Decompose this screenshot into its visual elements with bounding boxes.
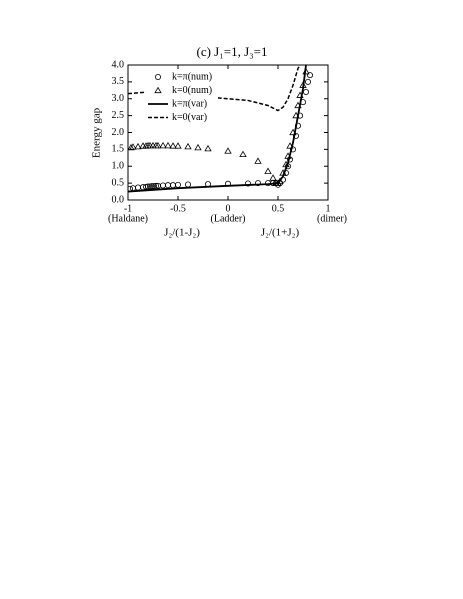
y-tick-label: 2.0 xyxy=(112,127,125,138)
data-point xyxy=(224,147,232,154)
plot-frame xyxy=(127,64,329,201)
data-point xyxy=(154,141,162,149)
x-tick-label: -1 xyxy=(124,203,132,214)
y-tick-label: 3.0 xyxy=(112,93,125,104)
data-point xyxy=(169,182,176,189)
y-axis-label: Energy gap xyxy=(91,107,103,158)
data-point xyxy=(134,142,142,150)
y-tick-label: 3.5 xyxy=(112,76,125,87)
data-point xyxy=(184,181,191,188)
data-point xyxy=(146,183,153,190)
y-tick-label: 0.5 xyxy=(112,177,125,188)
legend-label: k=0(num) xyxy=(172,85,212,96)
y-tick-label: 1.5 xyxy=(112,144,125,155)
x-tick-label: 1 xyxy=(326,203,331,214)
legend-label: k=π(var) xyxy=(172,98,207,109)
legend-label: k=0(var) xyxy=(172,112,207,123)
data-point xyxy=(134,184,141,191)
x-tick-label: -0.5 xyxy=(170,203,186,214)
data-point xyxy=(304,78,311,85)
legend-marker xyxy=(154,74,161,81)
data-point xyxy=(129,143,137,150)
data-point xyxy=(128,143,135,151)
x-tick-label: 0 xyxy=(226,203,231,214)
data-point xyxy=(302,89,309,96)
y-tick-label: 0.0 xyxy=(112,194,125,205)
data-point xyxy=(254,180,261,187)
x-tick-label: 0.5 xyxy=(272,203,285,214)
y-tick-label: 1.0 xyxy=(112,161,125,172)
data-point xyxy=(269,174,277,181)
data-point xyxy=(129,185,136,192)
data-point xyxy=(264,167,272,174)
y-tick-label: 4.0 xyxy=(112,59,125,70)
data-point xyxy=(254,157,262,164)
data-point xyxy=(184,142,192,150)
chart-title: (c) J₁=1, J₃=1 xyxy=(196,44,267,59)
data-point xyxy=(152,182,159,189)
line-series xyxy=(128,65,307,193)
data-point xyxy=(159,141,167,149)
data-point xyxy=(150,183,157,190)
x-annotation: (Ladder) xyxy=(211,213,246,224)
data-point xyxy=(174,181,181,188)
data-point xyxy=(244,180,251,187)
data-point xyxy=(174,142,182,149)
data-point xyxy=(164,141,172,149)
data-point xyxy=(144,183,151,190)
data-point xyxy=(289,146,296,153)
data-point xyxy=(169,142,177,149)
y-tick-label: 2.5 xyxy=(112,110,125,121)
x-annotation: (dimer) xyxy=(317,213,347,224)
x-axis-label: J₂/(1-J₂) xyxy=(164,227,200,239)
x-axis-label: J₂/(1+J₂) xyxy=(261,227,300,239)
x-annotation: (Haldane) xyxy=(108,213,148,224)
data-point xyxy=(306,72,313,79)
legend: k=π(num) k=0(num) k=π(var) k=0(var) xyxy=(146,70,218,126)
data-point xyxy=(194,143,202,151)
data-point xyxy=(142,183,149,190)
data-point xyxy=(164,182,171,189)
data-point xyxy=(204,144,212,152)
data-point xyxy=(148,183,155,190)
legend-label: k=π(num) xyxy=(172,71,212,82)
legend-marker xyxy=(154,86,162,94)
plot-area xyxy=(128,65,313,193)
data-point xyxy=(159,182,166,189)
data-point xyxy=(239,150,247,158)
